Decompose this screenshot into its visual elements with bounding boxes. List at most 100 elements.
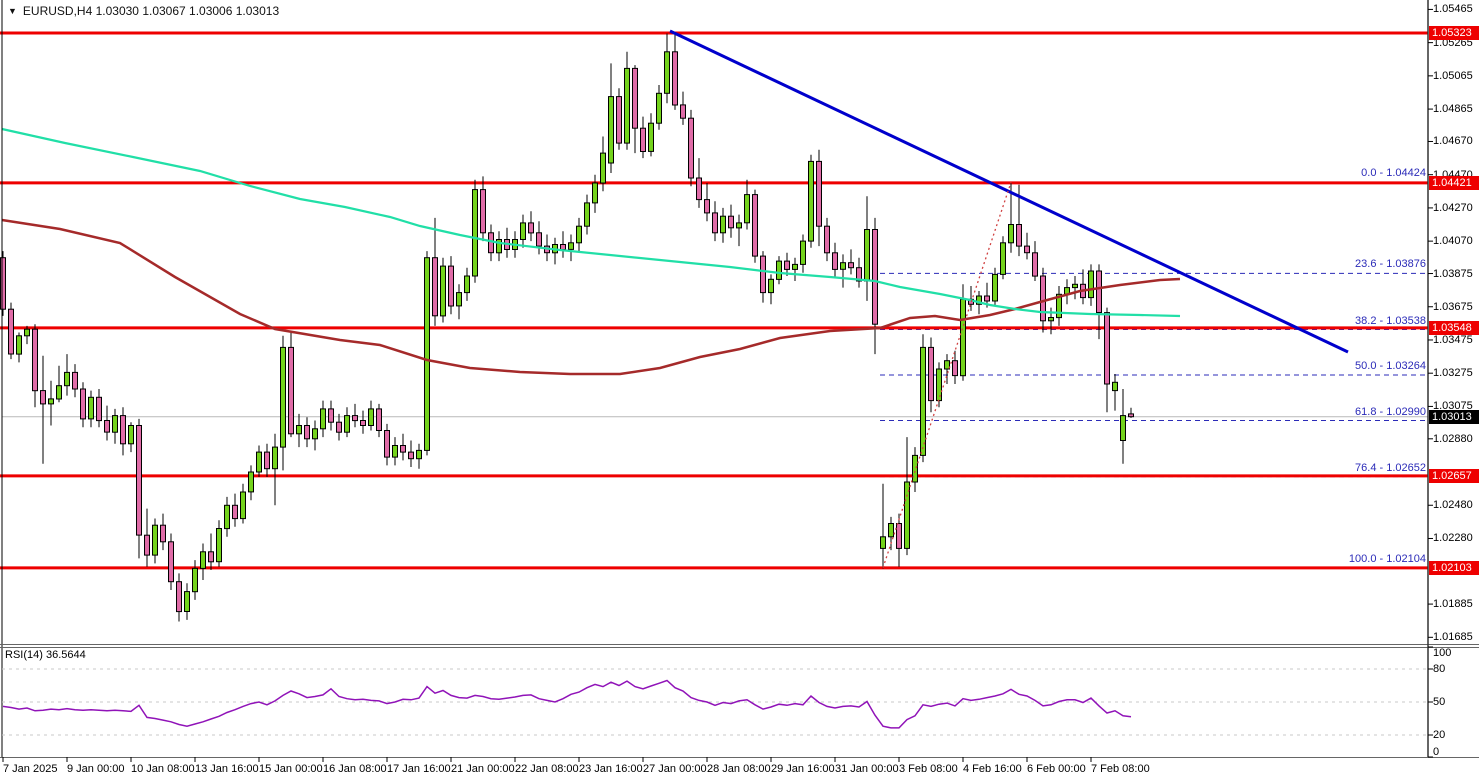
- y-axis-tick-label: 1.04865: [1433, 103, 1473, 116]
- x-axis-date-label: 17 Jan 16:00: [387, 763, 451, 775]
- chart-header: ▼ EURUSD,H4 1.03030 1.03067 1.03006 1.030…: [8, 4, 279, 18]
- bull-candle: [312, 428, 318, 440]
- descending-trendline: [669, 29, 1349, 354]
- bull-candle: [1072, 283, 1078, 289]
- bear-candle: [232, 504, 238, 520]
- bear-candle: [832, 252, 838, 270]
- fib-level-label: 50.0 - 1.03264: [1355, 360, 1426, 373]
- bull-candle: [440, 265, 446, 317]
- price-level-tag: 1.03548: [1429, 320, 1479, 335]
- bear-candle: [176, 581, 182, 613]
- bull-candle: [16, 335, 22, 355]
- x-axis-date-label: 27 Jan 00:00: [643, 763, 707, 775]
- bull-candle: [608, 96, 614, 164]
- bear-candle: [816, 160, 822, 227]
- bull-candle: [744, 194, 750, 224]
- bear-candle: [896, 523, 902, 549]
- bear-candle: [712, 212, 718, 234]
- fib-level-label: 100.0 - 1.02104: [1348, 552, 1426, 565]
- bull-candle: [600, 152, 606, 184]
- y-axis-tick-label: 1.03675: [1433, 300, 1473, 313]
- bull-candle: [416, 449, 422, 460]
- bull-candle: [808, 160, 814, 242]
- bull-candle: [944, 360, 950, 370]
- symbol-dropdown-icon[interactable]: ▼: [8, 6, 17, 16]
- y-axis-tick-label: 1.04070: [1433, 235, 1473, 248]
- bull-candle: [912, 454, 918, 483]
- fib-level-label: 76.4 - 1.02652: [1355, 461, 1426, 474]
- rsi-scale-label: 80: [1433, 663, 1446, 675]
- x-axis-date-label: 21 Jan 00:00: [451, 763, 515, 775]
- x-axis-date-label: 10 Jan 08:00: [131, 763, 195, 775]
- bull-candle: [472, 189, 478, 277]
- bear-candle: [208, 551, 214, 563]
- fib-level-label: 61.8 - 1.02990: [1355, 405, 1426, 418]
- y-axis-tick-label: 1.01685: [1433, 631, 1473, 644]
- bear-candle: [144, 534, 150, 556]
- bull-candle: [128, 425, 134, 445]
- bear-candle: [384, 430, 390, 458]
- bear-candle: [696, 177, 702, 201]
- y-axis-tick-label: 1.01885: [1433, 598, 1473, 611]
- bear-candle: [824, 225, 830, 254]
- bull-candle: [344, 415, 350, 433]
- bear-candle: [168, 541, 174, 583]
- bull-candle: [624, 67, 630, 144]
- bull-candle: [256, 451, 262, 473]
- bull-candle: [184, 591, 190, 612]
- bear-candle: [488, 232, 494, 254]
- bear-candle: [928, 346, 934, 402]
- bull-candle: [24, 328, 30, 337]
- bear-candle: [760, 255, 766, 294]
- bear-candle: [0, 257, 6, 310]
- bull-candle: [800, 240, 806, 265]
- rsi-indicator-label: RSI(14) 36.5644: [5, 649, 86, 661]
- bull-candle: [392, 445, 398, 458]
- y-axis-tick-label: 1.03275: [1433, 367, 1473, 380]
- bear-candle: [672, 51, 678, 106]
- bear-candle: [688, 117, 694, 179]
- bull-candle: [320, 408, 326, 430]
- bull-candle: [904, 481, 910, 549]
- bear-candle: [328, 408, 334, 423]
- bear-candle: [680, 104, 686, 119]
- bear-candle: [872, 229, 878, 325]
- rsi-scale-label: 20: [1433, 729, 1446, 741]
- x-axis-date-label: 28 Jan 08:00: [707, 763, 771, 775]
- x-axis-date-label: 13 Jan 16:00: [195, 763, 259, 775]
- bear-candle: [8, 308, 14, 355]
- bear-candle: [376, 408, 382, 431]
- bull-candle: [1008, 224, 1014, 244]
- bear-candle: [264, 451, 270, 470]
- x-axis-date-label: 4 Feb 16:00: [963, 763, 1022, 775]
- bull-candle: [992, 273, 998, 302]
- bull-candle: [112, 415, 118, 433]
- bull-candle: [1112, 381, 1118, 392]
- bull-candle: [200, 551, 206, 569]
- bull-candle: [880, 536, 886, 549]
- bear-candle: [448, 265, 454, 307]
- bull-candle: [584, 202, 590, 227]
- bull-candle: [664, 51, 670, 94]
- bear-candle: [952, 360, 958, 377]
- bear-candle: [72, 371, 78, 390]
- bear-candle: [304, 425, 310, 440]
- bear-candle: [1128, 413, 1134, 418]
- bear-candle: [856, 267, 862, 282]
- bear-candle: [400, 445, 406, 453]
- bull-candle: [152, 524, 158, 556]
- bear-candle: [528, 222, 534, 234]
- bear-candle: [784, 260, 790, 270]
- x-axis-date-label: 22 Jan 08:00: [515, 763, 579, 775]
- price-level-tag: 1.04421: [1429, 175, 1479, 190]
- price-level-tag: 1.02103: [1429, 560, 1479, 575]
- bull-candle: [272, 446, 278, 470]
- bull-candle: [568, 242, 574, 250]
- bear-candle: [408, 451, 414, 460]
- ma-slow-line: [1, 218, 1181, 376]
- bear-candle: [80, 388, 86, 420]
- bull-candle: [656, 92, 662, 124]
- ma-fast-line: [1, 127, 1181, 318]
- x-axis-date-label: 29 Jan 16:00: [771, 763, 835, 775]
- bear-candle: [160, 524, 166, 543]
